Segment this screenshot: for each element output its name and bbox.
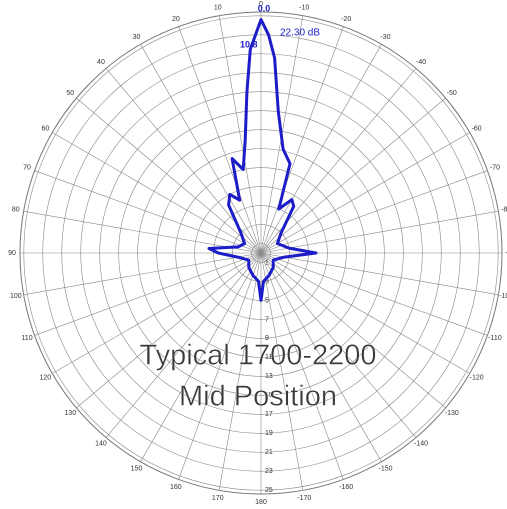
theta-tick-label: 90: [8, 250, 16, 257]
r-tick-label: 21: [265, 449, 273, 456]
theta-tick-label: -40: [416, 59, 426, 66]
theta-tick-label: 120: [40, 374, 52, 381]
pattern-line: [207, 18, 318, 302]
title-line: Typical 1700-2200: [140, 340, 377, 372]
theta-tick-label: 20: [172, 16, 180, 23]
annotation: 0.0: [258, 3, 271, 13]
spoke: [105, 252, 262, 438]
theta-tick-label: 60: [41, 125, 49, 132]
spoke: [76, 252, 262, 409]
spoke: [52, 252, 262, 374]
spoke: [260, 252, 344, 480]
spoke: [260, 252, 499, 296]
theta-tick-label: -100: [499, 293, 507, 300]
r-tick-label: 9: [265, 335, 269, 342]
spoke: [178, 252, 262, 480]
spoke: [218, 252, 262, 491]
theta-tick-label: -170: [297, 495, 311, 502]
r-tick-label: 15: [265, 392, 273, 399]
theta-tick-label: -70: [490, 165, 500, 172]
theta-tick-label: 100: [10, 293, 22, 300]
spoke: [260, 252, 470, 374]
spoke: [23, 210, 262, 254]
r-tick-label: 5: [265, 297, 269, 304]
spoke: [34, 252, 262, 336]
theta-tick-label: -110: [488, 335, 502, 342]
r-tick-label: 7: [265, 316, 269, 323]
theta-tick-label: 150: [131, 465, 143, 472]
annotation: 10.8: [240, 39, 258, 49]
spoke: [260, 252, 382, 462]
theta-tick-label: 80: [12, 207, 20, 214]
spoke: [260, 252, 417, 438]
spoke: [260, 170, 488, 254]
theta-tick-label: 140: [95, 441, 107, 448]
spoke: [218, 15, 262, 254]
theta-tick-label: 70: [23, 165, 31, 172]
theta-tick-label: -20: [341, 16, 351, 23]
r-tick-label: 19: [265, 430, 273, 437]
spoke: [52, 132, 262, 254]
spoke: [260, 252, 488, 336]
theta-tick-label: -140: [414, 441, 428, 448]
theta-tick-label: -80: [501, 207, 507, 214]
plot: [207, 18, 318, 302]
r-tick-label: 17: [265, 411, 273, 418]
spoke: [260, 210, 499, 254]
theta-tick-label: 170: [212, 495, 224, 502]
theta-tick-label: 40: [97, 59, 105, 66]
theta-tick-label: 0: [259, 1, 263, 8]
theta-tick-label: 160: [170, 484, 182, 491]
theta-tick-label: 10: [214, 5, 222, 12]
theta-tick-label: 50: [66, 90, 74, 97]
spoke: [260, 252, 446, 409]
spoke: [140, 252, 262, 462]
theta-tick-label: -120: [470, 374, 484, 381]
spoke: [140, 44, 262, 254]
spoke: [23, 252, 262, 296]
theta-tick-label: 110: [21, 335, 32, 342]
theta-tick-label: -60: [472, 125, 482, 132]
spoke: [260, 132, 470, 254]
theta-tick-label: -160: [339, 484, 353, 491]
r-tick-label: 11: [265, 354, 272, 361]
spoke: [260, 44, 382, 254]
theta-tick-label: -130: [445, 410, 459, 417]
theta-tick-label: 180: [255, 499, 267, 504]
r-tick-label: 25: [265, 487, 273, 494]
r-tick-label: 13: [265, 373, 273, 380]
title-line: Mid Position: [179, 381, 337, 413]
spoke: [260, 26, 344, 254]
grid: 1357911131517192123250102030405060708090…: [8, 1, 507, 506]
r-tick-label: 3: [265, 278, 269, 285]
spoke: [76, 97, 262, 254]
annotation: 22.30 dB: [280, 28, 320, 39]
theta-tick-label: -10: [299, 5, 309, 12]
spoke: [260, 252, 304, 491]
theta-tick-label: 130: [64, 410, 76, 417]
theta-tick-label: -90: [505, 250, 507, 257]
theta-tick-label: -30: [380, 34, 390, 41]
theta-tick-label: 30: [133, 34, 141, 41]
spoke: [260, 97, 446, 254]
r-tick-label: 23: [265, 468, 273, 475]
spoke: [178, 26, 262, 254]
spoke: [34, 170, 262, 254]
theta-tick-label: -50: [447, 90, 457, 97]
theta-tick-label: -150: [378, 465, 392, 472]
